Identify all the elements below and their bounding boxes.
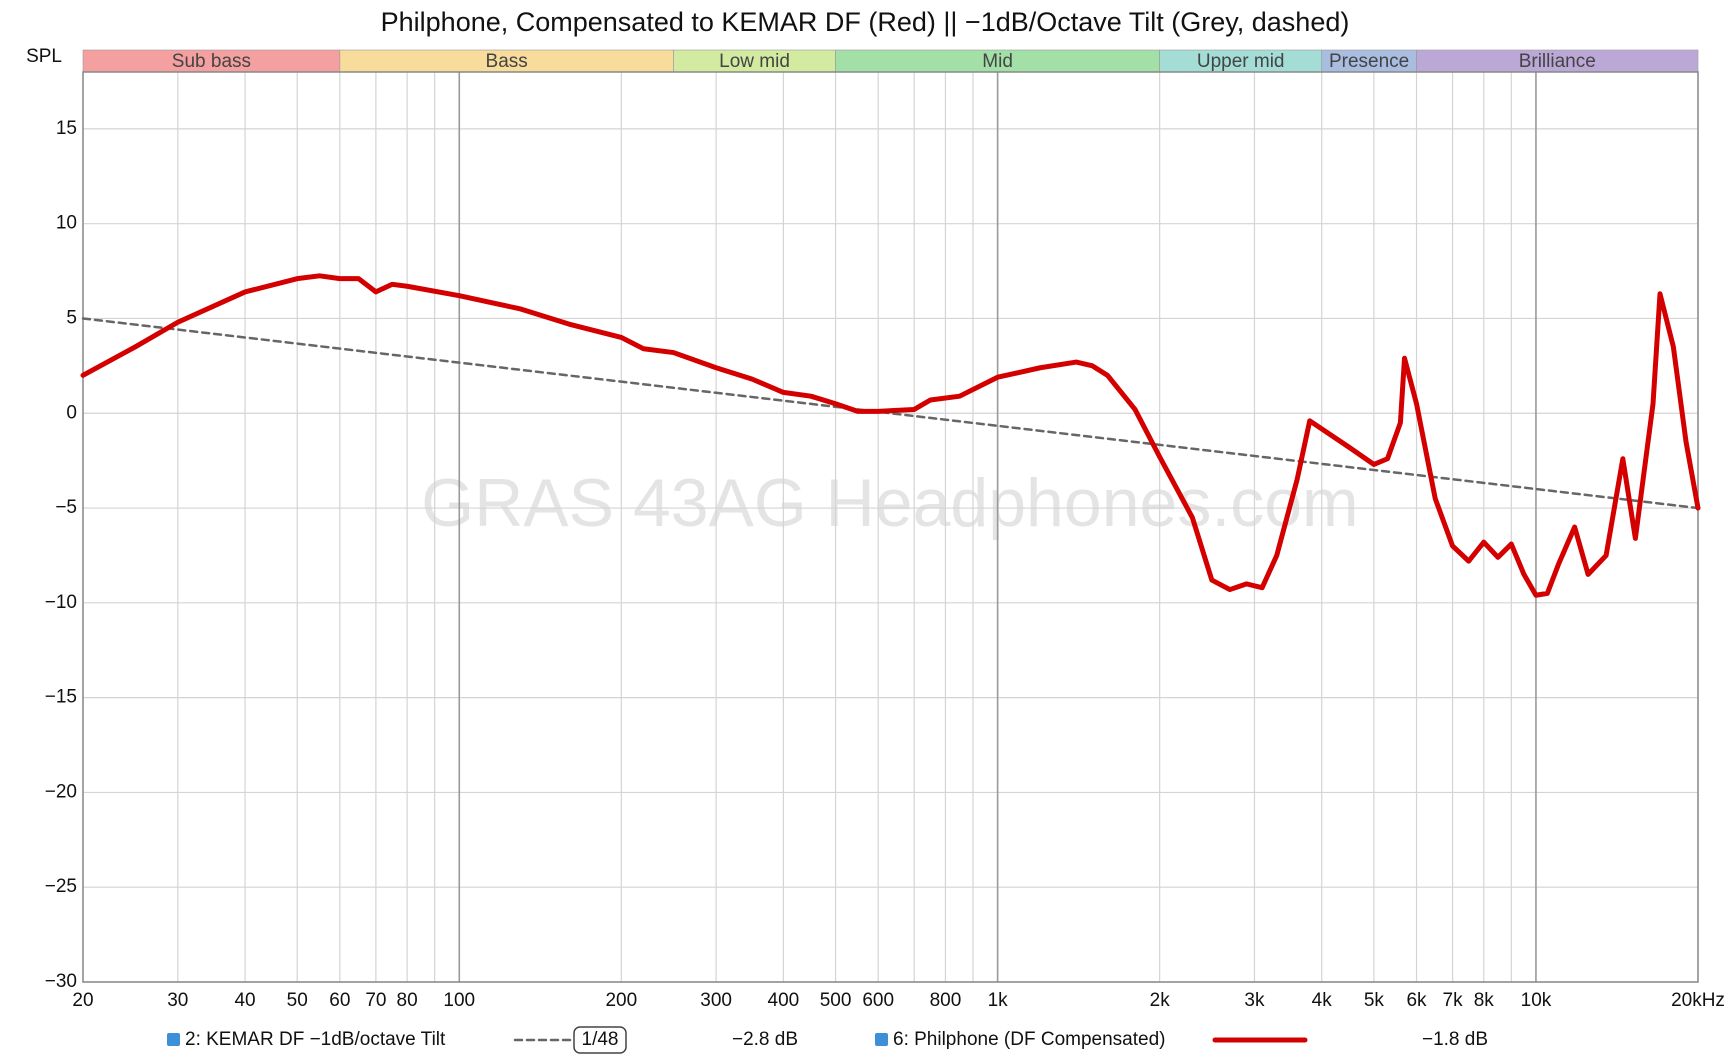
x-tick-label: 1k [988,990,1009,1011]
x-tick-label: 800 [930,990,962,1011]
x-tick-label: 100 [443,990,475,1011]
y-tick-label: −15 [45,687,77,708]
y-tick-label: −5 [55,497,77,518]
legend-label: 6: Philphone (DF Compensated) [893,1029,1165,1050]
x-tick-label: 30 [167,990,188,1011]
series-line [80,273,1701,598]
y-tick-label: 10 [56,213,77,234]
x-tick-label: 3k [1244,990,1265,1011]
y-tick-label: −10 [45,592,77,613]
x-tick-label: 5k [1364,990,1385,1011]
y-tick-label: −25 [45,876,77,897]
x-tick-label: 500 [820,990,852,1011]
x-tick-label: 20 [72,990,93,1011]
x-tick-label: 10k [1521,990,1552,1011]
legend-offset: −1.8 dB [1422,1029,1488,1050]
legend-label: 2: KEMAR DF −1dB/octave Tilt [185,1029,446,1050]
y-tick-label: 0 [66,402,77,423]
x-tick-label: 6k [1406,990,1427,1011]
plot-frame [82,71,1699,983]
legend-checkbox[interactable] [167,1033,180,1046]
y-tick-label: 5 [66,307,77,328]
x-tick-label: 300 [700,990,732,1011]
smoothing-box [573,1026,627,1054]
y-tick-label: −30 [45,971,77,992]
x-tick-label: 70 [365,990,386,1011]
band-label: Mid [982,51,1013,72]
x-tick-label: 80 [397,990,418,1011]
band-label: Sub bass [172,51,251,72]
x-tick-label: 2k [1150,990,1171,1011]
smoothing-label: 1/48 [582,1029,619,1050]
y-axis-label: SPL [26,46,62,67]
band-label: Low mid [719,51,790,72]
x-tick-label: 40 [234,990,255,1011]
x-tick-label: 7k [1443,990,1464,1011]
x-tick-label: 8k [1474,990,1495,1011]
x-tick-label: 4k [1312,990,1333,1011]
band-label: Presence [1329,51,1409,72]
x-tick-label: 60 [329,990,350,1011]
y-tick-label: 15 [56,118,77,139]
band-label: Bass [486,51,528,72]
chart-title: Philphone, Compensated to KEMAR DF (Red)… [381,7,1350,37]
x-tick-label: 50 [287,990,308,1011]
x-tick-label: 400 [768,990,800,1011]
y-tick-label: −20 [45,781,77,802]
band-label: Upper mid [1197,51,1285,72]
x-tick-label: 20kHz [1671,990,1725,1011]
legend-offset: −2.8 dB [732,1029,798,1050]
legend-checkbox[interactable] [875,1033,888,1046]
x-tick-label: 200 [605,990,637,1011]
band-label: Brilliance [1519,51,1596,72]
watermark: GRAS 43AG Headphones.com [421,465,1358,541]
x-tick-label: 600 [862,990,894,1011]
